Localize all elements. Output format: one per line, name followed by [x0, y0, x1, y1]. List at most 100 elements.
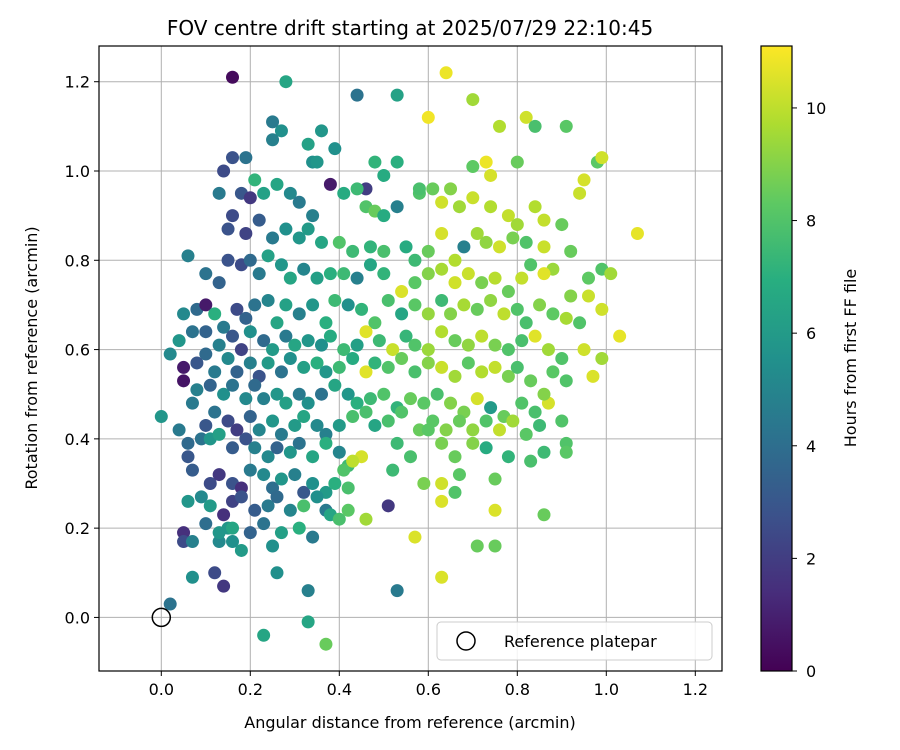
colorbar-tick-label: 0: [806, 662, 816, 681]
data-point: [266, 115, 280, 129]
data-point: [185, 463, 199, 477]
data-point: [595, 302, 609, 316]
data-point: [421, 356, 435, 370]
data-point: [261, 450, 275, 464]
data-point: [582, 289, 595, 303]
data-point: [519, 427, 533, 441]
data-point: [199, 347, 213, 361]
data-point: [270, 490, 284, 504]
data-point: [435, 570, 449, 584]
data-point: [461, 356, 475, 370]
data-point: [177, 374, 191, 388]
data-point: [279, 396, 293, 410]
data-point: [230, 423, 244, 437]
data-point: [363, 240, 377, 254]
data-point: [283, 503, 297, 517]
colorbar-label: Hours from first FF file: [841, 269, 860, 448]
data-point: [359, 405, 373, 419]
data-point: [493, 119, 506, 133]
data-point: [435, 325, 449, 339]
data-point: [488, 503, 502, 517]
data-point: [315, 387, 328, 401]
data-point: [510, 302, 524, 316]
data-point: [528, 200, 542, 214]
data-point: [315, 124, 328, 138]
data-point: [488, 271, 502, 285]
data-point: [239, 151, 253, 165]
data-point: [368, 418, 382, 432]
data-point: [279, 222, 293, 236]
data-point: [274, 365, 288, 379]
data-point: [185, 535, 199, 549]
colorbar-tick-label: 4: [806, 437, 816, 456]
data-point: [359, 512, 373, 526]
data-point: [484, 293, 498, 307]
data-point: [448, 485, 462, 499]
data-point: [154, 410, 168, 424]
data-point: [239, 392, 253, 406]
data-point: [226, 521, 239, 535]
data-point: [252, 423, 266, 437]
data-point: [519, 235, 533, 249]
data-point: [292, 195, 306, 209]
data-point: [266, 539, 280, 553]
y-tick-label: 0.6: [65, 341, 90, 360]
data-point: [533, 298, 547, 312]
data-point: [546, 307, 560, 321]
data-point: [497, 307, 511, 321]
data-point: [301, 334, 315, 348]
data-point: [226, 209, 239, 223]
data-point: [257, 186, 271, 200]
data-point: [172, 423, 186, 437]
data-point: [310, 271, 324, 285]
data-point: [346, 244, 360, 258]
data-point: [595, 352, 609, 365]
data-point: [217, 387, 231, 401]
data-point: [577, 343, 591, 357]
data-point: [457, 298, 471, 312]
data-point: [332, 445, 346, 459]
data-point: [448, 334, 462, 348]
data-point: [226, 70, 239, 84]
y-tick-label: 1.2: [65, 73, 90, 92]
x-tick-label: 0.4: [327, 680, 352, 699]
data-point: [435, 262, 449, 276]
data-point: [341, 298, 355, 312]
data-point: [234, 481, 248, 495]
data-point: [279, 329, 293, 343]
data-point: [386, 343, 400, 357]
data-point: [537, 445, 551, 459]
data-point: [257, 334, 271, 348]
data-point: [226, 329, 239, 343]
data-point: [217, 164, 231, 178]
data-point: [395, 352, 409, 365]
data-point: [501, 285, 515, 299]
data-point: [163, 347, 177, 361]
data-point: [404, 392, 417, 406]
x-axis-ticks: 0.0 0.2 0.4 0.6 0.8 1.0 1.2: [149, 671, 708, 699]
data-point: [421, 110, 435, 124]
data-point: [479, 155, 493, 169]
data-point: [301, 584, 315, 598]
data-point: [226, 535, 239, 549]
data-point: [243, 325, 257, 339]
data-point: [577, 173, 591, 187]
data-point: [444, 182, 458, 196]
data-point: [212, 526, 226, 540]
data-point: [283, 186, 297, 200]
data-point: [479, 414, 493, 428]
data-point: [199, 298, 213, 312]
data-point: [359, 365, 373, 379]
data-point: [452, 468, 466, 482]
data-point: [501, 369, 515, 383]
data-point: [310, 490, 324, 504]
data-point: [292, 231, 306, 245]
data-point: [444, 396, 458, 410]
data-point: [484, 200, 498, 214]
data-point: [359, 182, 373, 196]
data-point: [404, 450, 417, 464]
data-point: [292, 307, 306, 321]
data-point: [559, 374, 573, 388]
data-point: [630, 227, 644, 240]
data-point: [274, 258, 288, 272]
